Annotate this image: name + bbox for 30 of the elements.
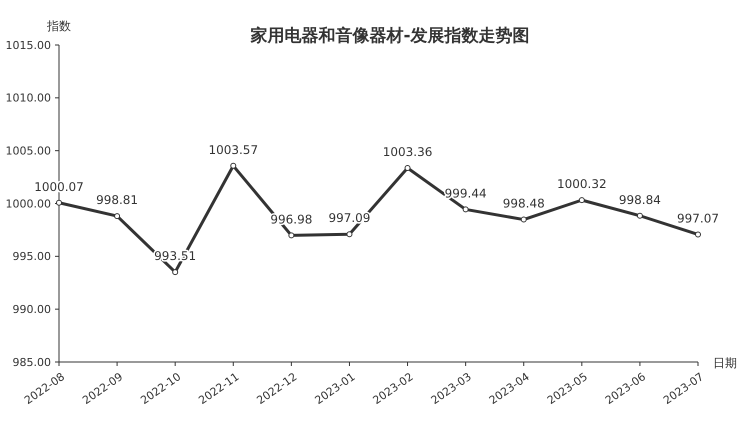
point xyxy=(578,197,585,204)
y-tick-label: 985.00 xyxy=(12,356,51,369)
point xyxy=(636,212,643,219)
y-tick-label: 995.00 xyxy=(12,250,51,264)
data-label: 997.07 xyxy=(677,211,719,226)
point xyxy=(114,213,120,220)
point xyxy=(695,231,701,238)
y-tick-label: 1000.00 xyxy=(6,197,51,210)
point xyxy=(346,231,352,238)
point xyxy=(172,269,178,276)
x-axis-title: 日期 xyxy=(713,356,737,370)
y-tick-label: 1005.00 xyxy=(6,144,51,158)
point xyxy=(520,216,527,223)
y-tick-label: 990.00 xyxy=(12,303,51,316)
data-label: 1000.32 xyxy=(557,177,607,192)
y-tick-label: 1015.00 xyxy=(6,38,51,52)
data-label: 998.81 xyxy=(96,193,138,208)
chart-title: 家用电器和音像器材-发展指数走势图 xyxy=(249,26,530,46)
point xyxy=(56,200,62,206)
data-label: 999.44 xyxy=(444,186,487,200)
data-label: 998.48 xyxy=(502,196,545,211)
point xyxy=(404,164,411,171)
point xyxy=(288,232,294,238)
point xyxy=(230,162,236,169)
data-label: 1003.57 xyxy=(208,142,258,157)
data-label: 1003.36 xyxy=(382,144,432,159)
y-axis-title: 指数 xyxy=(46,19,71,33)
point xyxy=(462,206,469,212)
y-tick-label: 1010.00 xyxy=(6,92,51,105)
data-label: 998.84 xyxy=(618,192,661,207)
